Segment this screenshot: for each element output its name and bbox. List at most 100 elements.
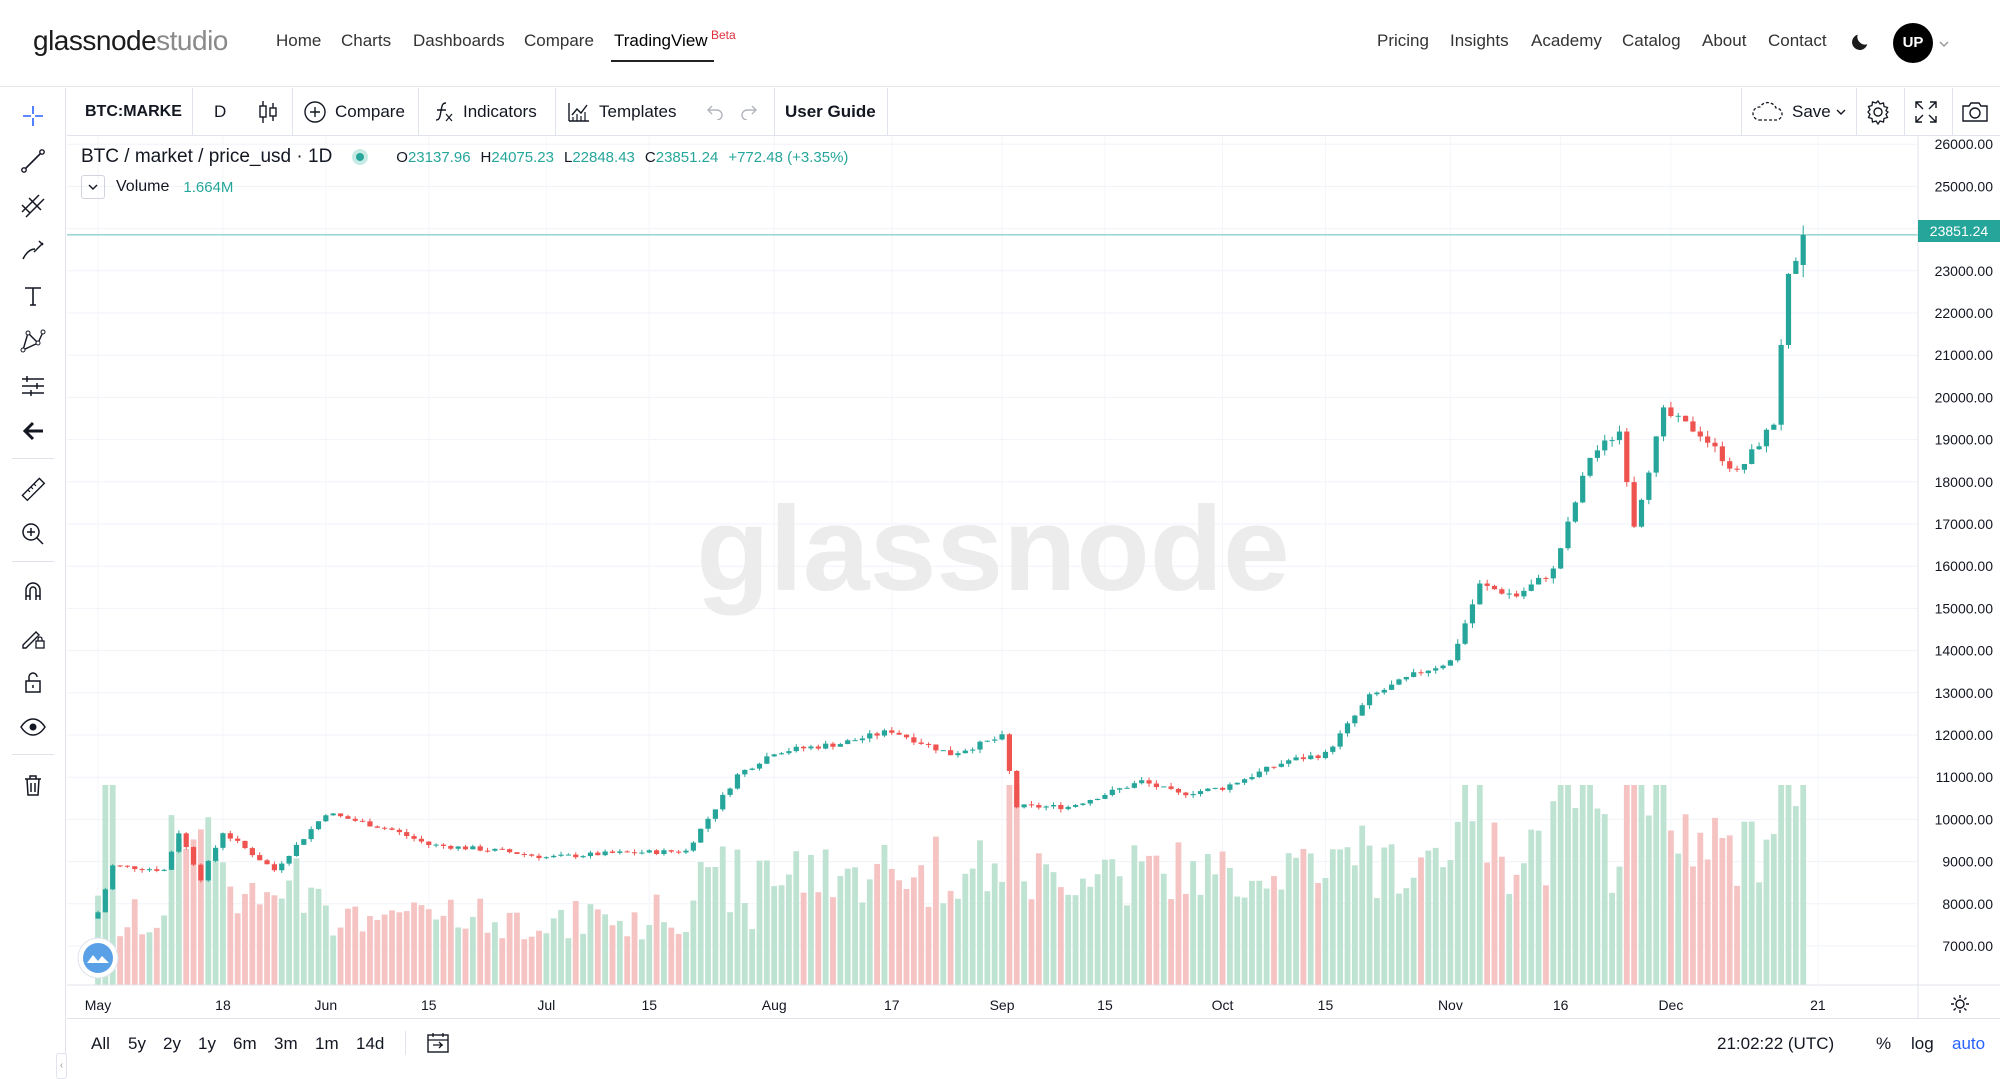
save-dropdown-chevron-icon[interactable]: [1834, 88, 1856, 136]
volume-bar: [1168, 899, 1174, 985]
candle: [124, 865, 130, 867]
candle: [1109, 789, 1115, 796]
nav-home-link[interactable]: Home: [276, 31, 322, 50]
save-button[interactable]: Save: [1750, 88, 1831, 136]
percent-scale-toggle[interactable]: %: [1876, 1034, 1892, 1053]
candle: [1705, 436, 1711, 443]
nav-tradingview-link[interactable]: TradingView: [614, 31, 708, 50]
pattern-tool-icon[interactable]: [13, 323, 53, 359]
templates-button[interactable]: Templates: [567, 88, 676, 136]
nav-insights-link[interactable]: Insights: [1450, 31, 1509, 50]
volume-bar: [117, 936, 123, 985]
volume-bar: [910, 877, 917, 985]
range-6m-button[interactable]: 6m: [233, 1034, 257, 1053]
settings-gear-icon[interactable]: [1864, 88, 1900, 136]
candle: [227, 833, 233, 839]
volume-bar: [1300, 848, 1307, 985]
volume-bar: [1543, 885, 1549, 985]
log-scale-toggle[interactable]: log: [1911, 1034, 1934, 1053]
volume-bar: [896, 880, 903, 985]
candle: [1234, 782, 1240, 785]
fibonacci-tool-icon[interactable]: [13, 188, 53, 224]
eye-icon[interactable]: [13, 709, 53, 745]
volume-bar: [580, 933, 586, 985]
lock-drawing-icon[interactable]: [13, 619, 53, 655]
goto-date-calendar-icon[interactable]: [425, 1031, 451, 1055]
tradingview-logo-icon[interactable]: [77, 937, 119, 979]
chevron-down-icon[interactable]: [1937, 37, 1951, 51]
time-axis-tick: May: [85, 997, 111, 1013]
back-arrow-icon[interactable]: [13, 413, 53, 449]
candle: [1190, 794, 1196, 796]
symbol-search[interactable]: BTC:MARKE: [85, 103, 182, 120]
candle: [477, 846, 483, 851]
time-axis-tick: 18: [215, 997, 231, 1013]
candle: [1014, 770, 1020, 808]
candle: [778, 753, 785, 755]
volume-bar: [330, 935, 337, 985]
range-1m-button[interactable]: 1m: [315, 1034, 339, 1053]
unlock-icon[interactable]: [13, 664, 53, 700]
candle: [624, 851, 630, 853]
volume-bar: [124, 927, 131, 985]
camera-snapshot-icon[interactable]: [1960, 88, 1998, 136]
dark-mode-moon-icon[interactable]: [1849, 31, 1871, 53]
volume-bar: [1792, 806, 1799, 985]
candlestick-type-icon[interactable]: [257, 88, 287, 136]
nav-catalog-link[interactable]: Catalog: [1622, 31, 1681, 50]
nav-charts-link[interactable]: Charts: [341, 31, 392, 50]
undo-icon[interactable]: [704, 88, 732, 136]
range-3m-button[interactable]: 3m: [274, 1034, 298, 1053]
brush-icon[interactable]: [13, 233, 53, 269]
candle: [1359, 705, 1365, 716]
nav-pricing-link[interactable]: Pricing: [1377, 31, 1429, 50]
candle: [867, 733, 873, 739]
range-all-button[interactable]: All: [91, 1034, 110, 1053]
candle: [1513, 593, 1520, 597]
nav-academy-link[interactable]: Academy: [1531, 31, 1602, 50]
volume-bar: [322, 905, 329, 985]
user-guide-button[interactable]: User Guide: [785, 102, 876, 121]
nav-about-link[interactable]: About: [1702, 31, 1747, 50]
ohlc-change: +772.48 (+3.35%): [728, 148, 849, 166]
nav-compare-link[interactable]: Compare: [524, 31, 594, 50]
user-avatar[interactable]: UP: [1893, 23, 1933, 63]
crosshair-icon[interactable]: [13, 98, 53, 134]
volume-bar: [1734, 885, 1740, 985]
trend-line-icon[interactable]: [13, 143, 53, 179]
volume-label[interactable]: Volume: [116, 178, 170, 195]
indicators-button[interactable]: Indicators: [433, 88, 537, 136]
zoom-in-icon[interactable]: [13, 516, 53, 552]
range-1y-button[interactable]: 1y: [198, 1034, 216, 1053]
fullscreen-icon[interactable]: [1913, 88, 1947, 136]
text-tool-icon[interactable]: [13, 278, 53, 314]
redo-icon[interactable]: [740, 88, 768, 136]
utc-clock[interactable]: 21:02:22 (UTC): [1717, 1034, 1835, 1053]
nav-contact-link[interactable]: Contact: [1768, 31, 1827, 50]
trash-icon[interactable]: [13, 767, 53, 803]
time-axis-settings-gear-icon[interactable]: [1951, 995, 1969, 1013]
volume-bar: [1263, 888, 1270, 985]
compare-button[interactable]: Compare: [303, 88, 405, 136]
collapse-legend-chevron-icon[interactable]: [81, 175, 105, 199]
candle: [1771, 424, 1777, 430]
auto-scale-toggle[interactable]: auto: [1952, 1034, 1986, 1053]
range-5y-button[interactable]: 5y: [128, 1034, 146, 1053]
time-axis-tick: Aug: [762, 997, 787, 1013]
symbol-description[interactable]: BTC / market / price_usd · 1D: [81, 146, 333, 167]
ruler-icon[interactable]: [13, 471, 53, 507]
volume-bar: [514, 912, 520, 985]
prediction-tool-icon[interactable]: [13, 368, 53, 404]
nav-dashboards-link[interactable]: Dashboards: [413, 31, 505, 50]
glassnode-logo[interactable]: glassnodestudio: [33, 25, 228, 56]
range-2y-button[interactable]: 2y: [163, 1034, 181, 1053]
candle: [1242, 779, 1248, 783]
interval-selector[interactable]: D: [214, 102, 227, 121]
volume-bar: [433, 919, 439, 985]
candle: [896, 732, 902, 735]
candle: [705, 818, 711, 829]
range-14d-button[interactable]: 14d: [356, 1034, 385, 1053]
candle: [271, 864, 277, 871]
magnet-icon[interactable]: [13, 574, 53, 610]
